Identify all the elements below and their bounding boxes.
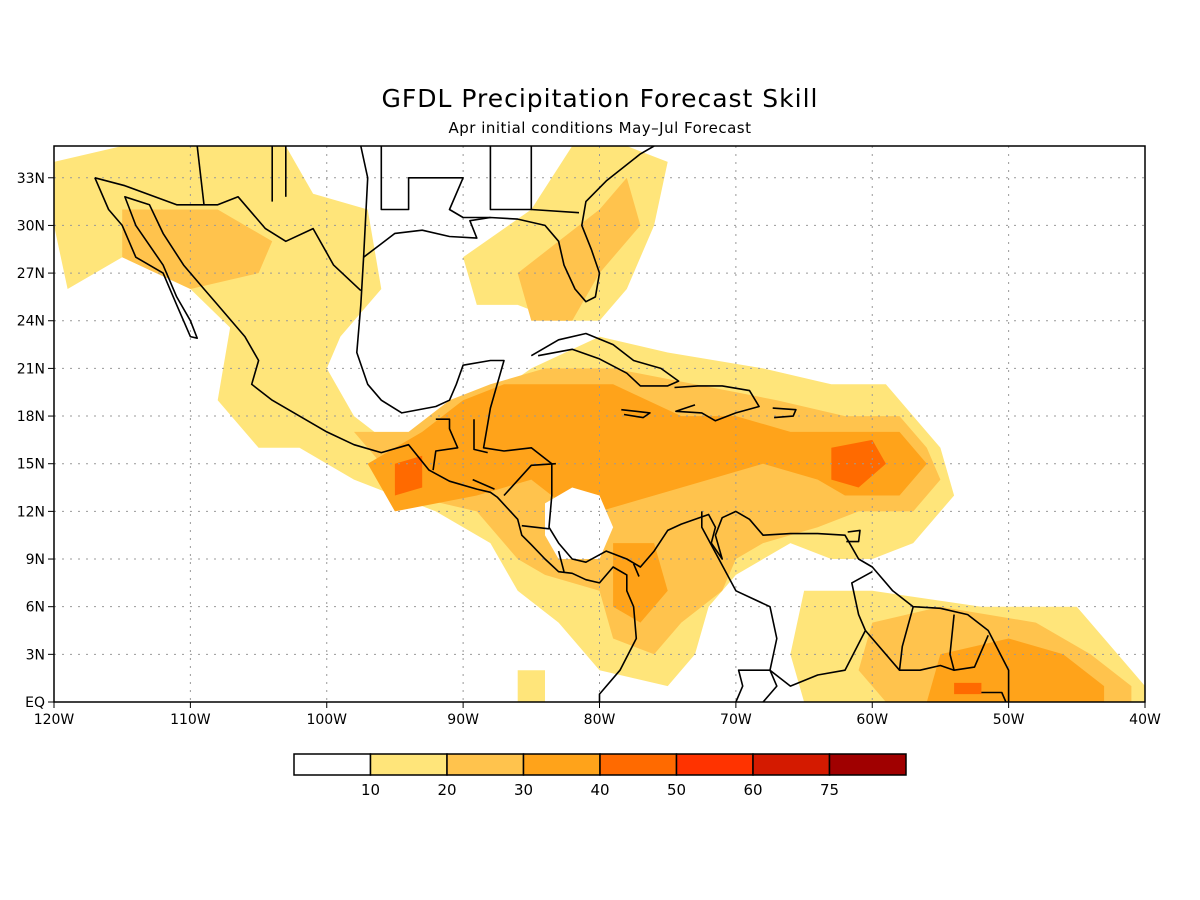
- y-tick-label: 15N: [17, 457, 45, 473]
- x-tick-label: 90W: [447, 712, 479, 728]
- skill-region-11: [613, 543, 668, 623]
- coastline-0: [94, 177, 638, 702]
- x-axis-ticks: 120W 110W 100W 90W 80W 70W 60W 50W 40W: [34, 702, 1161, 728]
- colorbar-label: 30: [514, 781, 533, 799]
- x-tick-label: 40W: [1129, 712, 1161, 728]
- colorbar-swatch: [446, 753, 525, 776]
- coastline-21: [981, 691, 1007, 702]
- colorbar-label: 20: [437, 781, 456, 799]
- map-subtitle: Apr initial conditions May–Jul Forecast: [448, 119, 752, 137]
- coastline-10: [473, 419, 488, 454]
- x-tick-label: 110W: [170, 712, 211, 728]
- coastline-4: [674, 385, 760, 422]
- x-tick-label: 70W: [720, 712, 752, 728]
- colorbar-swatch: [828, 753, 907, 776]
- colorbar-label: 75: [820, 781, 839, 799]
- coastline-2: [363, 146, 655, 303]
- x-tick-label: 100W: [306, 712, 347, 728]
- coastline-7: [846, 529, 861, 543]
- skill-region-15: [545, 487, 614, 559]
- y-tick-label: 3N: [26, 647, 45, 663]
- x-tick-label: 50W: [993, 712, 1025, 728]
- colorbar-labels: 10 20 30 40 50 60 75: [361, 781, 839, 799]
- coastline-6: [772, 407, 797, 419]
- colorbar-swatch: [752, 753, 831, 776]
- map-title: GFDL Precipitation Forecast Skill: [381, 84, 819, 113]
- y-tick-label: 21N: [17, 361, 45, 377]
- x-tick-label: 60W: [856, 712, 888, 728]
- coastline-24: [489, 146, 533, 211]
- coastline-14: [557, 550, 565, 572]
- coastline-5: [621, 408, 651, 419]
- x-tick-label: 120W: [34, 712, 75, 728]
- colorbar-label: 40: [590, 781, 609, 799]
- y-tick-label: 18N: [17, 409, 45, 425]
- colorbar-swatch: [369, 753, 448, 776]
- skill-region-2: [463, 146, 668, 321]
- coastline-9: [432, 418, 459, 471]
- coastline-19: [898, 606, 914, 671]
- colorbar-swatch: [675, 753, 754, 776]
- coastline-1: [355, 146, 1010, 702]
- coastline-20: [949, 614, 955, 671]
- coastline-26: [196, 146, 205, 205]
- skill-region-4: [517, 670, 545, 702]
- coastline-23: [380, 146, 491, 219]
- colorbar-swatch: [522, 753, 601, 776]
- skill-region-14: [954, 682, 982, 695]
- coastline-11: [472, 478, 495, 490]
- skill-region-7: [517, 177, 641, 321]
- colorbar-swatch: [293, 753, 372, 776]
- colorbar-label: 10: [361, 781, 380, 799]
- y-tick-label: 9N: [26, 552, 45, 568]
- skill-region-12: [394, 455, 423, 496]
- y-axis-ticks: EQ 3N 6N 9N 12N 15N 18N 21N 24N 27N 30N 33N: [17, 171, 54, 711]
- colorbar-swatch: [599, 753, 678, 776]
- y-tick-label: EQ: [25, 695, 45, 711]
- coastline-17: [735, 570, 873, 702]
- y-tick-label: 6N: [26, 600, 45, 616]
- colorbar: [293, 753, 907, 776]
- coastline-16: [700, 511, 778, 702]
- coastline-8: [94, 177, 362, 292]
- x-tick-label: 80W: [584, 712, 616, 728]
- y-tick-label: 33N: [17, 171, 45, 187]
- skill-region-5: [122, 209, 273, 289]
- coastline-3: [530, 332, 680, 387]
- colorbar-label: 60: [743, 781, 762, 799]
- y-tick-label: 27N: [17, 266, 45, 282]
- coastline-25: [531, 208, 580, 214]
- gridlines: [54, 146, 1145, 702]
- coastline-15: [632, 563, 640, 577]
- y-tick-label: 24N: [17, 314, 45, 330]
- coastline-12: [503, 462, 556, 497]
- colorbar-label: 50: [667, 781, 686, 799]
- y-tick-label: 12N: [17, 504, 45, 520]
- y-tick-label: 30N: [17, 218, 45, 234]
- coastlines: [94, 146, 1010, 702]
- coastline-13: [521, 524, 550, 530]
